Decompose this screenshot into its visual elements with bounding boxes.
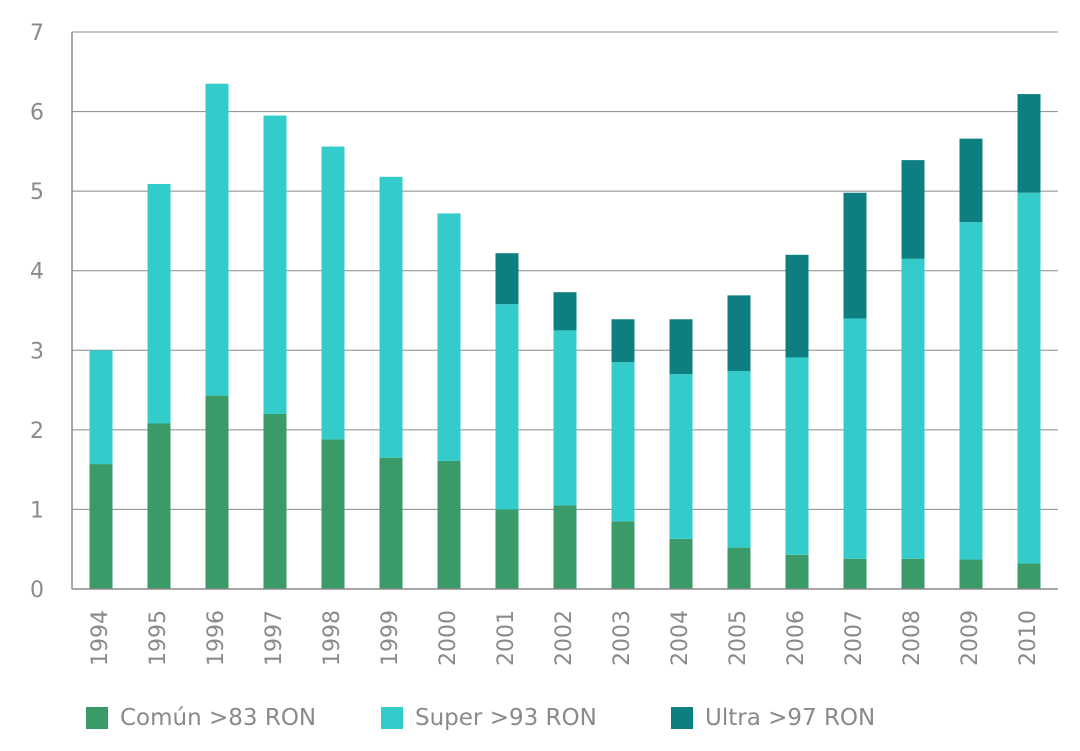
bars xyxy=(89,83,1041,589)
bar-1997-series-1 xyxy=(263,115,287,414)
bar-1995-series-1 xyxy=(147,183,171,424)
legend: Común >83 RON Super >93 RON Ultra >97 RO… xyxy=(0,700,1080,740)
bar-2002-series-1 xyxy=(553,330,577,506)
bar-1995-series-0 xyxy=(147,423,171,589)
x-tick-label: 2010 xyxy=(1016,610,1041,666)
bar-2007-series-1 xyxy=(843,318,867,559)
legend-item-ultra: Ultra >97 RON xyxy=(671,700,875,736)
y-tick-label: 2 xyxy=(30,419,44,444)
legend-swatch-super xyxy=(381,707,403,729)
bar-2001-series-2 xyxy=(495,253,519,305)
x-tick-label: 2007 xyxy=(842,610,867,666)
bar-1994-series-0 xyxy=(89,464,113,589)
y-tick-label: 7 xyxy=(30,21,44,46)
bar-2005-series-1 xyxy=(727,370,751,548)
bar-2006-series-2 xyxy=(785,254,809,358)
bar-2008-series-2 xyxy=(901,160,925,259)
y-tick-label: 4 xyxy=(30,260,44,285)
bar-2003-series-1 xyxy=(611,362,635,522)
bar-2008-series-0 xyxy=(901,558,925,589)
x-tick-label: 2001 xyxy=(494,610,519,666)
bar-2000-series-0 xyxy=(437,460,461,589)
bar-2001-series-0 xyxy=(495,509,519,589)
bar-1997-series-0 xyxy=(263,413,287,589)
legend-swatch-comun xyxy=(86,707,108,729)
y-tick-label: 1 xyxy=(30,498,44,523)
x-tick-label: 1994 xyxy=(88,610,113,666)
bar-2003-series-2 xyxy=(611,319,635,363)
bar-2002-series-0 xyxy=(553,505,577,589)
x-tick-label: 1999 xyxy=(378,610,403,666)
bar-2010-series-2 xyxy=(1017,94,1041,193)
x-tick-label: 2004 xyxy=(668,610,693,666)
x-tick-label: 1995 xyxy=(146,610,171,666)
bar-2004-series-2 xyxy=(669,319,693,375)
x-tick-label: 2009 xyxy=(958,610,983,666)
legend-swatch-ultra xyxy=(671,707,693,729)
stacked-bar-chart: 0 1 2 3 4 5 6 7 1994 1995 1996 1997 1998 1999 2000 200… xyxy=(30,21,1058,666)
bar-1999-series-1 xyxy=(379,176,403,458)
bar-1996-series-0 xyxy=(205,395,229,589)
bar-2007-series-0 xyxy=(843,558,867,589)
x-tick-label: 2008 xyxy=(900,610,925,666)
y-tick-label: 5 xyxy=(30,180,44,205)
legend-label-super: Super >93 RON xyxy=(415,705,597,731)
y-axis-tick-labels: 0 1 2 3 4 5 6 7 xyxy=(30,21,44,603)
x-tick-label: 1997 xyxy=(262,610,287,666)
bar-2003-series-0 xyxy=(611,521,635,589)
bar-2010-series-1 xyxy=(1017,192,1041,564)
x-tick-label: 1996 xyxy=(204,610,229,666)
bar-2002-series-2 xyxy=(553,292,577,331)
y-tick-label: 6 xyxy=(30,101,44,126)
bar-1999-series-0 xyxy=(379,457,403,589)
bar-2004-series-1 xyxy=(669,374,693,539)
bar-2006-series-0 xyxy=(785,554,809,589)
bar-1998-series-0 xyxy=(321,439,345,589)
bar-2006-series-1 xyxy=(785,357,809,555)
y-tick-label: 3 xyxy=(30,339,44,364)
x-tick-label: 2000 xyxy=(436,610,461,666)
bar-2004-series-0 xyxy=(669,538,693,589)
bar-2005-series-0 xyxy=(727,547,751,589)
bar-2001-series-1 xyxy=(495,304,519,510)
bar-2000-series-1 xyxy=(437,213,461,461)
x-tick-label: 2006 xyxy=(784,610,809,666)
bar-2005-series-2 xyxy=(727,295,751,371)
x-tick-label: 2005 xyxy=(726,610,751,666)
x-tick-label: 2003 xyxy=(610,610,635,666)
y-tick-label: 0 xyxy=(30,578,44,603)
x-tick-label: 1998 xyxy=(320,610,345,666)
legend-label-comun: Común >83 RON xyxy=(120,705,317,731)
bar-2010-series-0 xyxy=(1017,563,1041,589)
bar-2007-series-2 xyxy=(843,192,867,319)
bar-2009-series-0 xyxy=(959,559,983,589)
bar-1994-series-1 xyxy=(89,350,113,465)
x-axis-tick-labels: 1994 1995 1996 1997 1998 1999 2000 2001 2002 2003… xyxy=(88,610,1041,666)
bar-1996-series-1 xyxy=(205,83,229,396)
legend-label-ultra: Ultra >97 RON xyxy=(705,705,876,731)
legend-item-comun: Común >83 RON xyxy=(86,700,316,736)
bar-2009-series-1 xyxy=(959,222,983,560)
x-tick-label: 2002 xyxy=(552,610,577,666)
legend-item-super: Super >93 RON xyxy=(381,700,597,736)
bar-2008-series-1 xyxy=(901,258,925,559)
bar-1998-series-1 xyxy=(321,146,345,440)
bar-2009-series-2 xyxy=(959,138,983,223)
